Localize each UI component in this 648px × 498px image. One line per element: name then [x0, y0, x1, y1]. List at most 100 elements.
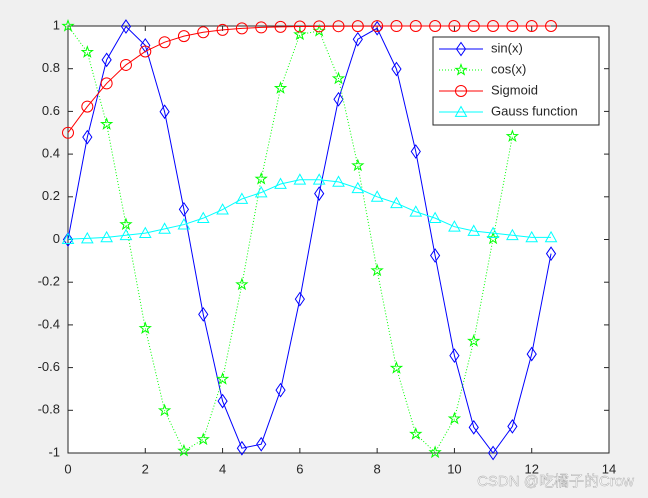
x-tick-label: 4 [219, 461, 226, 476]
y-tick-label: -0.4 [38, 316, 60, 331]
marker [61, 232, 75, 244]
marker [196, 211, 210, 224]
marker [506, 228, 519, 241]
legend-marker [454, 62, 468, 76]
marker [429, 20, 442, 32]
marker [545, 20, 558, 32]
marker [215, 372, 230, 385]
marker [236, 440, 248, 456]
marker [526, 346, 537, 362]
legend-label: sin(x) [491, 40, 523, 55]
marker [467, 224, 481, 236]
marker [61, 18, 75, 32]
y-tick-label: 1 [53, 17, 60, 32]
y-tick-label: -1 [48, 444, 60, 459]
marker [119, 228, 133, 241]
marker [178, 201, 190, 217]
marker [119, 59, 132, 71]
marker [82, 129, 93, 145]
marker [273, 81, 288, 94]
marker [80, 45, 95, 58]
marker [293, 27, 307, 41]
marker [159, 104, 170, 120]
marker [428, 445, 442, 459]
y-tick-label: 0 [53, 231, 60, 246]
marker [428, 211, 442, 224]
marker [506, 20, 519, 32]
marker [544, 230, 558, 243]
y-tick-label: 0.6 [42, 103, 60, 118]
x-tick-label: 10 [447, 461, 461, 476]
y-tick-label: -0.2 [38, 274, 60, 289]
marker [158, 36, 171, 49]
marker [351, 158, 365, 172]
marker [545, 246, 557, 262]
marker [293, 20, 306, 33]
marker [293, 173, 307, 185]
legend-marker [454, 85, 468, 97]
marker [217, 393, 228, 409]
marker [177, 218, 191, 230]
marker [312, 173, 326, 185]
marker [274, 177, 287, 189]
marker [409, 205, 423, 217]
marker [216, 203, 229, 215]
y-tick-label: -0.8 [38, 402, 60, 417]
marker [312, 23, 326, 37]
marker [389, 361, 404, 374]
marker [371, 20, 384, 32]
marker [198, 307, 209, 322]
marker [525, 230, 539, 243]
marker [409, 426, 423, 440]
marker [177, 443, 191, 457]
marker [351, 181, 365, 194]
x-tick-label: 14 [602, 461, 616, 476]
marker [177, 30, 190, 43]
watermark: CSDN @吃橘子的Crow [477, 473, 634, 490]
marker [256, 436, 267, 452]
marker [505, 129, 520, 142]
marker [331, 71, 346, 85]
marker [507, 419, 518, 434]
marker [449, 348, 460, 364]
marker [81, 100, 94, 113]
marker [409, 20, 422, 32]
marker [196, 432, 210, 446]
marker [294, 291, 305, 307]
marker [100, 77, 113, 90]
x-tick-label: 0 [64, 461, 71, 476]
marker [274, 20, 287, 33]
x-tick-label: 8 [374, 461, 381, 476]
marker [157, 403, 172, 417]
marker [158, 222, 171, 234]
marker [235, 277, 249, 291]
marker [467, 333, 481, 347]
marker [447, 411, 462, 425]
marker [487, 445, 499, 461]
marker [332, 20, 345, 33]
marker [99, 117, 114, 130]
marker [351, 20, 364, 33]
marker [332, 175, 345, 187]
marker [448, 220, 461, 232]
y-tick-label: 0.4 [42, 146, 60, 161]
marker [390, 196, 403, 209]
marker [255, 21, 268, 34]
series-line [67, 25, 513, 454]
marker [410, 144, 421, 159]
legend-label: cos(x) [491, 61, 526, 76]
marker [486, 231, 500, 245]
marker [100, 230, 113, 243]
marker [216, 23, 229, 36]
marker [275, 382, 286, 398]
marker [448, 20, 461, 32]
marker [467, 20, 480, 32]
marker [390, 20, 403, 32]
legend-marker [455, 41, 467, 57]
marker [235, 192, 249, 204]
marker [254, 171, 268, 185]
marker [138, 226, 152, 238]
marker [314, 186, 325, 201]
legend-label: Sigmoid [491, 82, 538, 97]
x-tick-label: 6 [296, 461, 303, 476]
